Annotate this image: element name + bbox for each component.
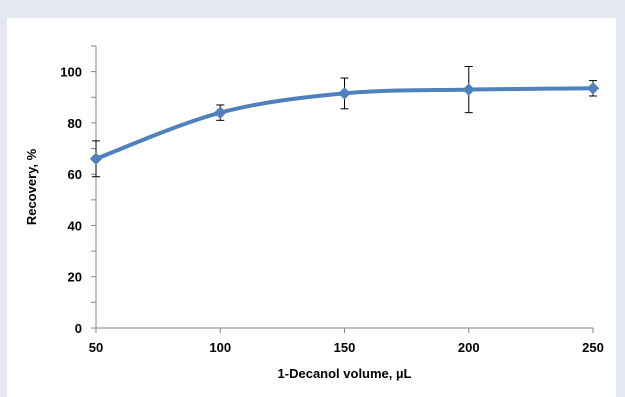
tick-labels: 0 20 40 60 80 100 50 100 150 200 250	[60, 65, 604, 355]
x-tick-label: 200	[458, 340, 480, 355]
x-tick-label: 100	[209, 340, 231, 355]
y-axis-title: Recovery, %	[24, 148, 39, 225]
y-tick-label: 0	[75, 321, 82, 336]
chart: 0 20 40 60 80 100 50 100 150 200 250 1-Decanol vol…	[24, 45, 604, 381]
x-tick-label: 250	[582, 340, 604, 355]
data-point	[214, 106, 227, 119]
chart-panel: 0 20 40 60 80 100 50 100 150 200 250 1-Decanol vol…	[7, 18, 616, 397]
data-point	[89, 152, 103, 166]
axes	[91, 45, 594, 333]
x-tick-label: 150	[334, 340, 356, 355]
y-tick-label: 20	[68, 270, 82, 285]
x-tick-label: 50	[89, 340, 103, 355]
y-tick-label: 60	[68, 167, 82, 182]
y-tick-label: 100	[60, 65, 82, 80]
data-point	[586, 82, 600, 95]
data-point	[462, 83, 475, 96]
series-layer	[89, 82, 600, 166]
y-tick-label: 40	[68, 218, 82, 233]
x-axis-title: 1-Decanol volume, µL	[278, 366, 412, 381]
data-point	[338, 87, 351, 100]
error-bars	[92, 66, 597, 178]
y-tick-label: 80	[68, 116, 82, 131]
